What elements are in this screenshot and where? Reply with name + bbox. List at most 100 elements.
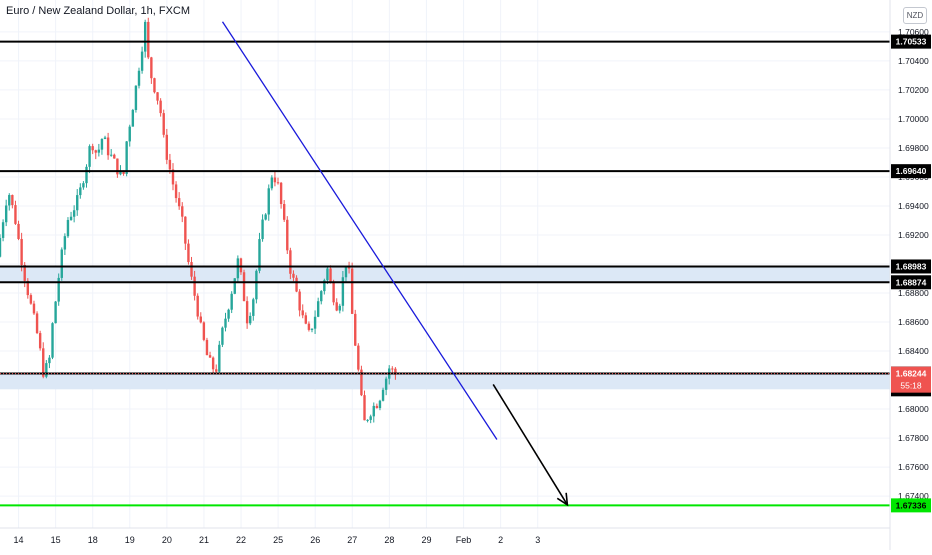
candle-body (199, 316, 202, 323)
candle-body (242, 272, 246, 302)
candle-body (273, 177, 277, 183)
candle-body (174, 184, 178, 199)
price-label-text: 1.68874 (896, 277, 927, 287)
candle-body (391, 368, 394, 370)
candle-body (85, 166, 88, 184)
candle-body (245, 301, 249, 324)
candle-body (122, 170, 125, 174)
support-resistance-zone (0, 266, 890, 283)
candle-body (1, 222, 5, 238)
y-tick-label: 1.69200 (898, 230, 929, 240)
currency-badge[interactable]: NZD (903, 7, 927, 24)
candle-body (29, 295, 33, 304)
candle-body (236, 258, 240, 279)
y-tick-label: 1.68600 (898, 317, 929, 327)
candle-body (360, 369, 363, 396)
candle-body (60, 249, 63, 278)
candle-body (292, 273, 295, 278)
x-tick-label: 21 (199, 535, 209, 545)
candle-body (233, 278, 236, 294)
candle-body (286, 219, 289, 251)
candle-body (38, 333, 42, 349)
candle-body (159, 100, 162, 114)
x-tick-label: 28 (384, 535, 394, 545)
candle-body (366, 419, 369, 421)
y-tick-label: 1.70200 (898, 85, 929, 95)
candle-body (276, 182, 280, 184)
y-tick-label: 1.70400 (898, 56, 929, 66)
candle-body (270, 177, 274, 189)
x-tick-label: 20 (162, 535, 172, 545)
candle-body (137, 70, 141, 86)
candle-body (208, 355, 212, 358)
candle-body (190, 262, 193, 277)
candle-body (218, 344, 221, 372)
x-tick-label: 14 (14, 535, 24, 545)
candle-body (298, 291, 301, 311)
candle-body (205, 339, 209, 356)
candle-body (184, 216, 187, 244)
candle-body (369, 416, 372, 420)
candle-body (354, 313, 357, 346)
price-label-box (891, 259, 931, 274)
current-price-text: 1.68244 (896, 369, 927, 379)
countdown-text: 55:18 (900, 381, 922, 391)
candle-body (119, 170, 122, 175)
candle-body (168, 159, 172, 170)
x-tick-label: 27 (347, 535, 357, 545)
y-tick-label: 1.69400 (898, 201, 929, 211)
candle-body (162, 113, 165, 135)
candle-body (26, 280, 30, 296)
candle-body (69, 216, 73, 220)
y-tick-label: 1.68400 (898, 346, 929, 356)
candle-body (261, 219, 264, 240)
candle-body (252, 299, 255, 316)
candle-body (344, 267, 348, 278)
candle-body (378, 400, 382, 409)
candle-body (66, 219, 70, 237)
candle-body (17, 223, 20, 239)
candle-body (350, 268, 354, 314)
price-label-box (891, 164, 931, 179)
candle-body (255, 270, 258, 300)
candle-body (150, 57, 153, 79)
x-tick-label: 2 (498, 535, 503, 545)
candle-body (181, 206, 184, 217)
price-label-text: 1.68983 (896, 261, 927, 271)
current-price-box (891, 366, 931, 393)
candle-body (171, 169, 175, 185)
candle-body (128, 126, 131, 142)
candle-body (48, 357, 51, 364)
x-tick-label: 15 (51, 535, 61, 545)
support-resistance-zone (0, 373, 890, 390)
candle-body (320, 291, 323, 302)
candle-body (221, 327, 224, 345)
candle-body (267, 188, 270, 215)
candle-body (82, 183, 85, 188)
candle-body (301, 310, 304, 316)
candle-body (94, 150, 97, 153)
price-label-box (891, 275, 931, 290)
candle-body (11, 195, 14, 206)
candle-body (32, 303, 36, 314)
x-tick-label: 18 (88, 535, 98, 545)
candle-body (357, 345, 360, 370)
candle-body (35, 313, 39, 334)
candle-body (57, 277, 60, 302)
candle-body (54, 301, 57, 324)
arrow-head (556, 492, 569, 507)
price-label-text: 1.70533 (896, 37, 927, 47)
candle-body (316, 301, 320, 317)
candle-body (153, 78, 156, 93)
candle-body (230, 293, 233, 310)
price-label-text: 1.67336 (896, 500, 927, 510)
candle-body (375, 405, 379, 409)
candle-body (131, 109, 135, 127)
candle-body (177, 198, 181, 207)
y-tick-label: 1.68800 (898, 288, 929, 298)
candle-body (282, 204, 286, 220)
candle-body (88, 146, 91, 167)
candle-body (363, 395, 366, 421)
candle-body (227, 309, 230, 319)
